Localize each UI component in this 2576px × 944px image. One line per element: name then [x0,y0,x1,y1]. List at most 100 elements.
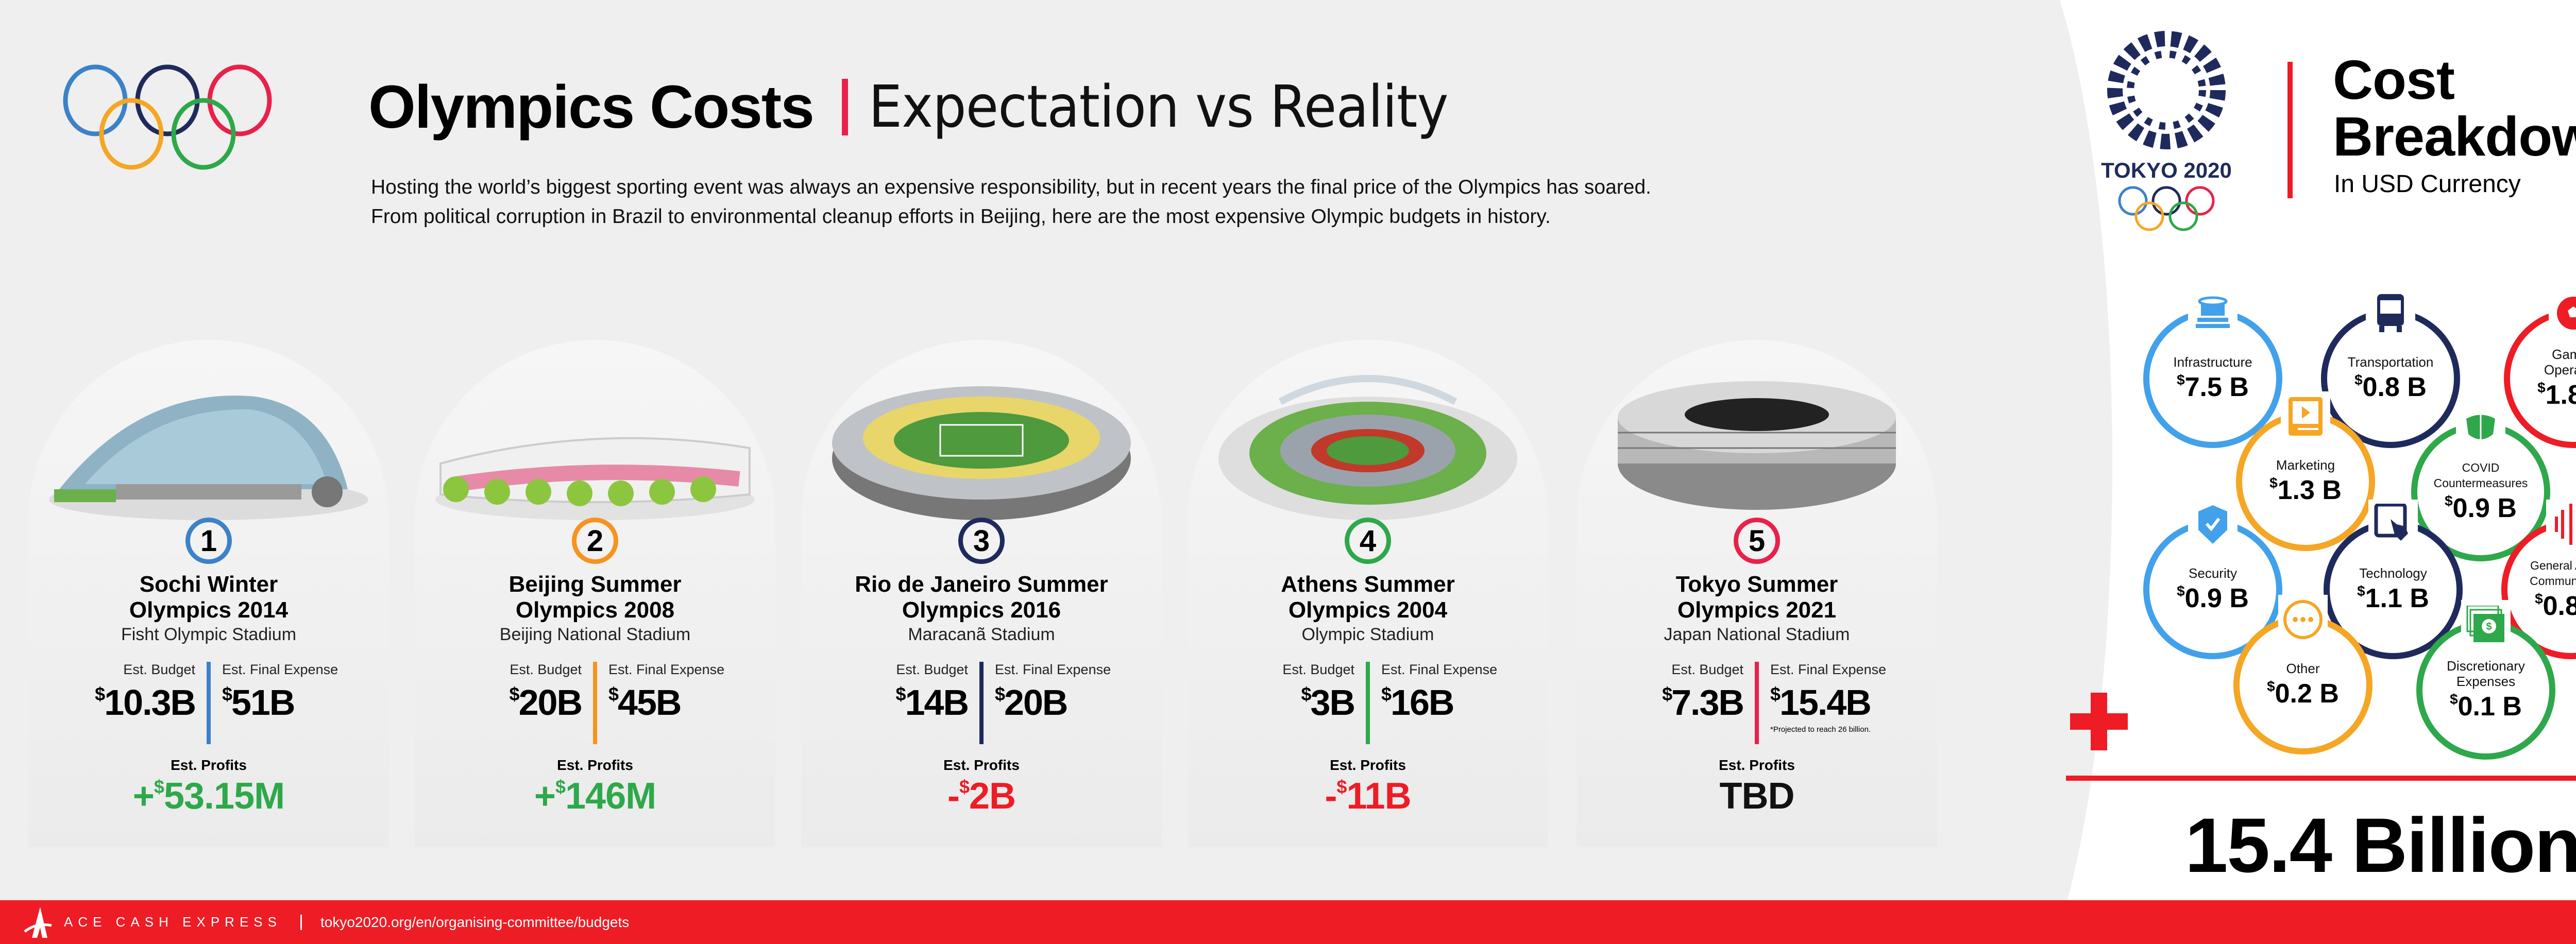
face-mask-icon [2456,402,2505,451]
breakdown-title-line1: Cost [2333,48,2455,111]
bubble-label: Games Operation [2544,347,2576,377]
rank-badge: 3 [958,518,1005,564]
divider [1755,662,1759,744]
cost-bubble-games-operation: Games Operation $1.8 B [2504,288,2576,448]
breakdown-title: Cost Breakdown [2333,52,2576,165]
bubble-value: $0.9 B [2445,493,2517,523]
ace-logo-icon [24,906,52,938]
divider [1366,662,1370,744]
footer-separator [300,914,302,930]
profits-value: +$146M [534,776,656,817]
budget-value: $7.3B [1662,682,1744,723]
budget-figures: Est. Budget $7.3B Est. Final Expense $15… [1577,662,1937,744]
final-expense-value: $16B [1381,682,1454,723]
stadium-illustration-icon [1218,375,1517,520]
bubble-label: Infrastructure [2173,354,2252,370]
total-cost: 15.4 Billion [2185,802,2576,888]
olympics-name-line1: Athens Summer [1281,572,1455,597]
budget-label: Est. Budget [123,662,195,677]
cash-icon: $ [2461,600,2511,649]
cost-bubble-marketing: Marketing $1.3 B [2236,391,2375,551]
tokyo-2020-logo-icon: TOKYO 2020 [2101,31,2232,231]
total-divider [2066,776,2576,781]
budget-figures: Est. Budget $20B Est. Final Expense $45B [415,662,775,744]
bubble-label: COVID Countermeasures [2433,461,2528,490]
bubble-value: $0.2 B [2267,678,2339,709]
final-expense-value: $51B [222,682,295,723]
final-expense-label: Est. Final Expense [1381,662,1498,677]
stadium-name: Olympic Stadium [1301,625,1434,644]
intro-line-2: From political corruption in Brazil to e… [371,205,1551,228]
stadium-illustration-icon [49,396,368,520]
plus-icon [2070,693,2128,750]
olympics-name-line2: Olympics 2016 [902,597,1061,623]
breakdown-title-line2: Breakdown [2333,105,2576,167]
final-expense-value: $45B [608,682,682,723]
cost-bubble-other: Other $0.2 B [2233,595,2372,754]
budget-value: $20B [509,682,583,723]
budget-value: $10.3B [95,682,196,723]
budget-value: $3B [1301,682,1355,723]
olympics-name: Beijing Summer Olympics 2008 [415,572,775,623]
olympics-card-tokyo: 5 Tokyo Summer Olympics 2021 Japan Natio… [1577,340,1937,847]
final-expense-label: Est. Final Expense [222,662,338,677]
more-dots-icon [2278,595,2328,644]
shield-check-icon [2188,500,2238,549]
stadium-name: Fisht Olympic Stadium [121,625,297,644]
sound-wave-icon [2546,500,2576,549]
intro-text: Hosting the world’s biggest sporting eve… [371,173,1917,231]
divider [207,662,211,744]
bubble-value: $0.8 B [2535,591,2576,621]
intro-line-1: Hosting the world’s biggest sporting eve… [371,176,1651,198]
olympics-card-rio: 3 Rio de Janeiro Summer Olympics 2016 Ma… [801,340,1162,847]
budget-label: Est. Budget [510,662,582,677]
footer-brand: ACE CASH EXPRESS [64,914,282,930]
final-expense-value: $20B [995,682,1068,723]
budget-label: Est. Budget [896,662,968,677]
olympics-name-line2: Olympics 2021 [1677,597,1837,623]
profits-value: -$11B [1325,776,1411,817]
bubble-value: $1.8 B [2537,380,2576,410]
video-play-icon [2281,391,2330,441]
olympics-name: Tokyo Summer Olympics 2021 [1577,572,1937,623]
final-expense-label: Est. Final Expense [995,662,1111,677]
tokyo-logo-text: TOKYO 2020 [2101,158,2232,182]
rank-badge: 4 [1345,518,1391,564]
panel-curve [1906,0,2112,944]
olympics-name: Athens Summer Olympics 2004 [1188,572,1548,623]
olympics-name-line1: Rio de Janeiro Summer [855,572,1108,597]
final-expense-value: $15.4B [1770,682,1872,723]
rank-badge: 2 [572,518,618,564]
stadium-icon [2188,288,2238,338]
breakdown-subtitle: In USD Currency [2334,170,2521,198]
projection-note: *Projected to reach 26 billion. [1770,725,1871,734]
divider [979,662,984,744]
profits-label: Est. Profits [171,757,247,773]
olympics-name-line1: Beijing Summer [509,572,682,597]
profits-label: Est. Profits [557,757,633,773]
profits-value: -$2B [947,776,1016,817]
budget-label: Est. Budget [1282,662,1354,677]
bubble-label: Transportation [2347,354,2434,370]
olympics-card-athens: 4 Athens Summer Olympics 2004 Olympic St… [1188,340,1548,847]
bubble-value: $1.3 B [2269,475,2342,505]
stadium-name: Japan National Stadium [1664,625,1850,644]
page-title: Olympics Costs Expectation vs Reality [368,72,1498,142]
olympics-card-sochi: 1 Sochi Winter Olympics 2014 Fisht Olymp… [28,340,389,847]
olympics-name-line1: Sochi Winter [139,572,278,597]
breakdown-title-separator [2287,62,2293,198]
footer: ACE CASH EXPRESS tokyo2020.org/en/organi… [0,900,2576,944]
profits-label: Est. Profits [1719,757,1795,773]
olympics-card-beijing: 2 Beijing Summer Olympics 2008 Beijing N… [415,340,775,847]
bubble-value: $0.8 B [2354,372,2427,402]
bubble-label: Discretionary Expenses [2447,658,2525,689]
bubble-value: $0.9 B [2177,583,2249,613]
rank-badge: 5 [1734,518,1780,564]
footer-source-link[interactable]: tokyo2020.org/en/organising-committee/bu… [320,914,630,930]
olympics-name-line1: Tokyo Summer [1675,572,1838,597]
budget-value: $14B [895,682,969,723]
olympics-name: Sochi Winter Olympics 2014 [28,572,389,623]
olympics-name-line2: Olympics 2004 [1288,597,1448,623]
olympics-name-line2: Olympics 2014 [129,597,289,623]
olympics-name-line2: Olympics 2008 [515,597,675,623]
